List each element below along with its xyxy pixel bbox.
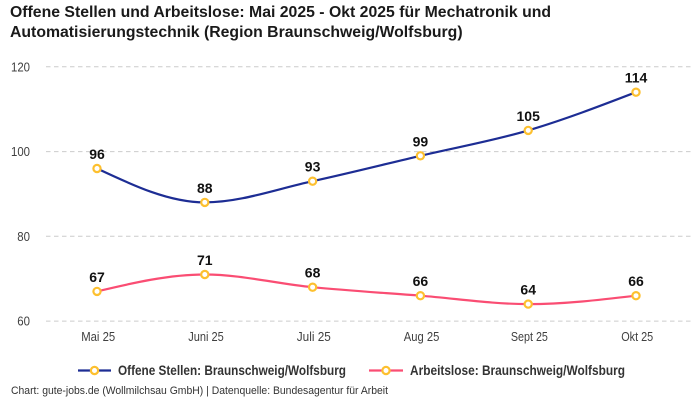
svg-text:99: 99 bbox=[413, 133, 429, 149]
svg-text:64: 64 bbox=[520, 282, 536, 298]
svg-text:100: 100 bbox=[11, 144, 30, 159]
svg-text:120: 120 bbox=[11, 59, 30, 74]
svg-text:Juli 25: Juli 25 bbox=[297, 329, 331, 344]
svg-text:Offene Stellen: Braunschweig/W: Offene Stellen: Braunschweig/Wolfsburg bbox=[118, 363, 346, 378]
svg-text:66: 66 bbox=[413, 273, 429, 289]
svg-text:96: 96 bbox=[89, 146, 105, 162]
svg-text:66: 66 bbox=[628, 273, 644, 289]
svg-text:114: 114 bbox=[625, 70, 648, 86]
svg-text:Mai 25: Mai 25 bbox=[81, 329, 115, 344]
svg-text:68: 68 bbox=[305, 265, 321, 281]
svg-text:80: 80 bbox=[17, 229, 30, 244]
svg-text:93: 93 bbox=[305, 159, 321, 175]
svg-text:Aug 25: Aug 25 bbox=[404, 329, 440, 344]
svg-text:71: 71 bbox=[197, 252, 213, 268]
svg-text:Sept 25: Sept 25 bbox=[511, 329, 548, 344]
svg-text:Juni 25: Juni 25 bbox=[188, 329, 224, 344]
svg-text:60: 60 bbox=[17, 314, 30, 329]
svg-text:Arbeitslose: Braunschweig/Wolf: Arbeitslose: Braunschweig/Wolfsburg bbox=[410, 363, 625, 378]
svg-text:Chart: gute-jobs.de (Wollmilch: Chart: gute-jobs.de (Wollmilchsau GmbH) … bbox=[11, 385, 388, 397]
svg-text:88: 88 bbox=[197, 180, 213, 196]
svg-text:67: 67 bbox=[89, 269, 105, 285]
svg-text:Okt 25: Okt 25 bbox=[621, 329, 653, 344]
svg-text:105: 105 bbox=[517, 108, 541, 124]
